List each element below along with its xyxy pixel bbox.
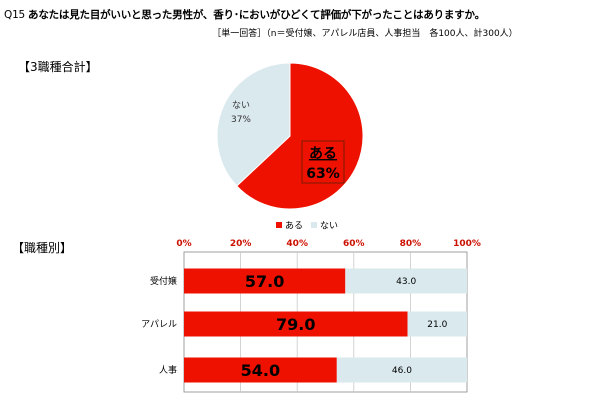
section-label-by-job: 【職種別】	[12, 241, 73, 255]
question-note: ［単一回答］（n＝受付嬢、アパレル店員、人事担当 各100人、計300人）	[212, 29, 518, 39]
bar-value-no: 43.0	[396, 277, 416, 287]
category-label: アパレル	[141, 319, 177, 330]
pie-label-yes-value: 63%	[306, 166, 340, 182]
x-tick-label: 0%	[176, 239, 191, 249]
question-number: Q15	[4, 9, 26, 21]
legend-label-yes: ある	[285, 221, 303, 232]
question-title: Q15 あなたは見た目がいいと思った男性が、香り･においがひどくて評価が下がったこ…	[4, 7, 606, 22]
legend-swatch-yes	[276, 222, 282, 228]
bar-segment-yes	[184, 268, 346, 294]
category-label: 人事	[159, 364, 177, 376]
pie-slice-no	[216, 62, 291, 187]
legend-swatch-no	[311, 222, 317, 228]
pie-label-no-value: 37%	[231, 115, 251, 125]
bar-value-yes: 54.0	[241, 361, 280, 380]
legend-label-no: ない	[320, 221, 338, 232]
bar-segment-yes	[184, 357, 337, 383]
bar-segment-no	[407, 311, 467, 337]
pie-label-no-name: ない	[232, 100, 250, 111]
bar-value-no: 21.0	[427, 320, 447, 330]
bar-segment-no	[345, 268, 467, 294]
bar-segment-no	[336, 357, 467, 383]
pie-label-box	[301, 140, 345, 184]
bar-value-no: 46.0	[392, 366, 412, 376]
x-tick-label: 20%	[230, 239, 252, 249]
pie-label-yes-name: ある	[309, 146, 337, 162]
bar-value-yes: 57.0	[245, 272, 284, 291]
bar-segment-yes	[184, 311, 408, 337]
category-label: 受付嬢	[150, 275, 177, 287]
bar-value-yes: 79.0	[276, 315, 315, 334]
x-tick-label: 100%	[453, 239, 481, 249]
question-text: あなたは見た目がいいと思った男性が、香り･においがひどくて評価が下がったことはあ…	[28, 9, 485, 21]
x-tick-label: 60%	[343, 239, 365, 249]
section-label-overall: 【3職種合計】	[18, 60, 98, 74]
x-tick-label: 40%	[286, 239, 308, 249]
x-tick-label: 80%	[400, 239, 422, 249]
